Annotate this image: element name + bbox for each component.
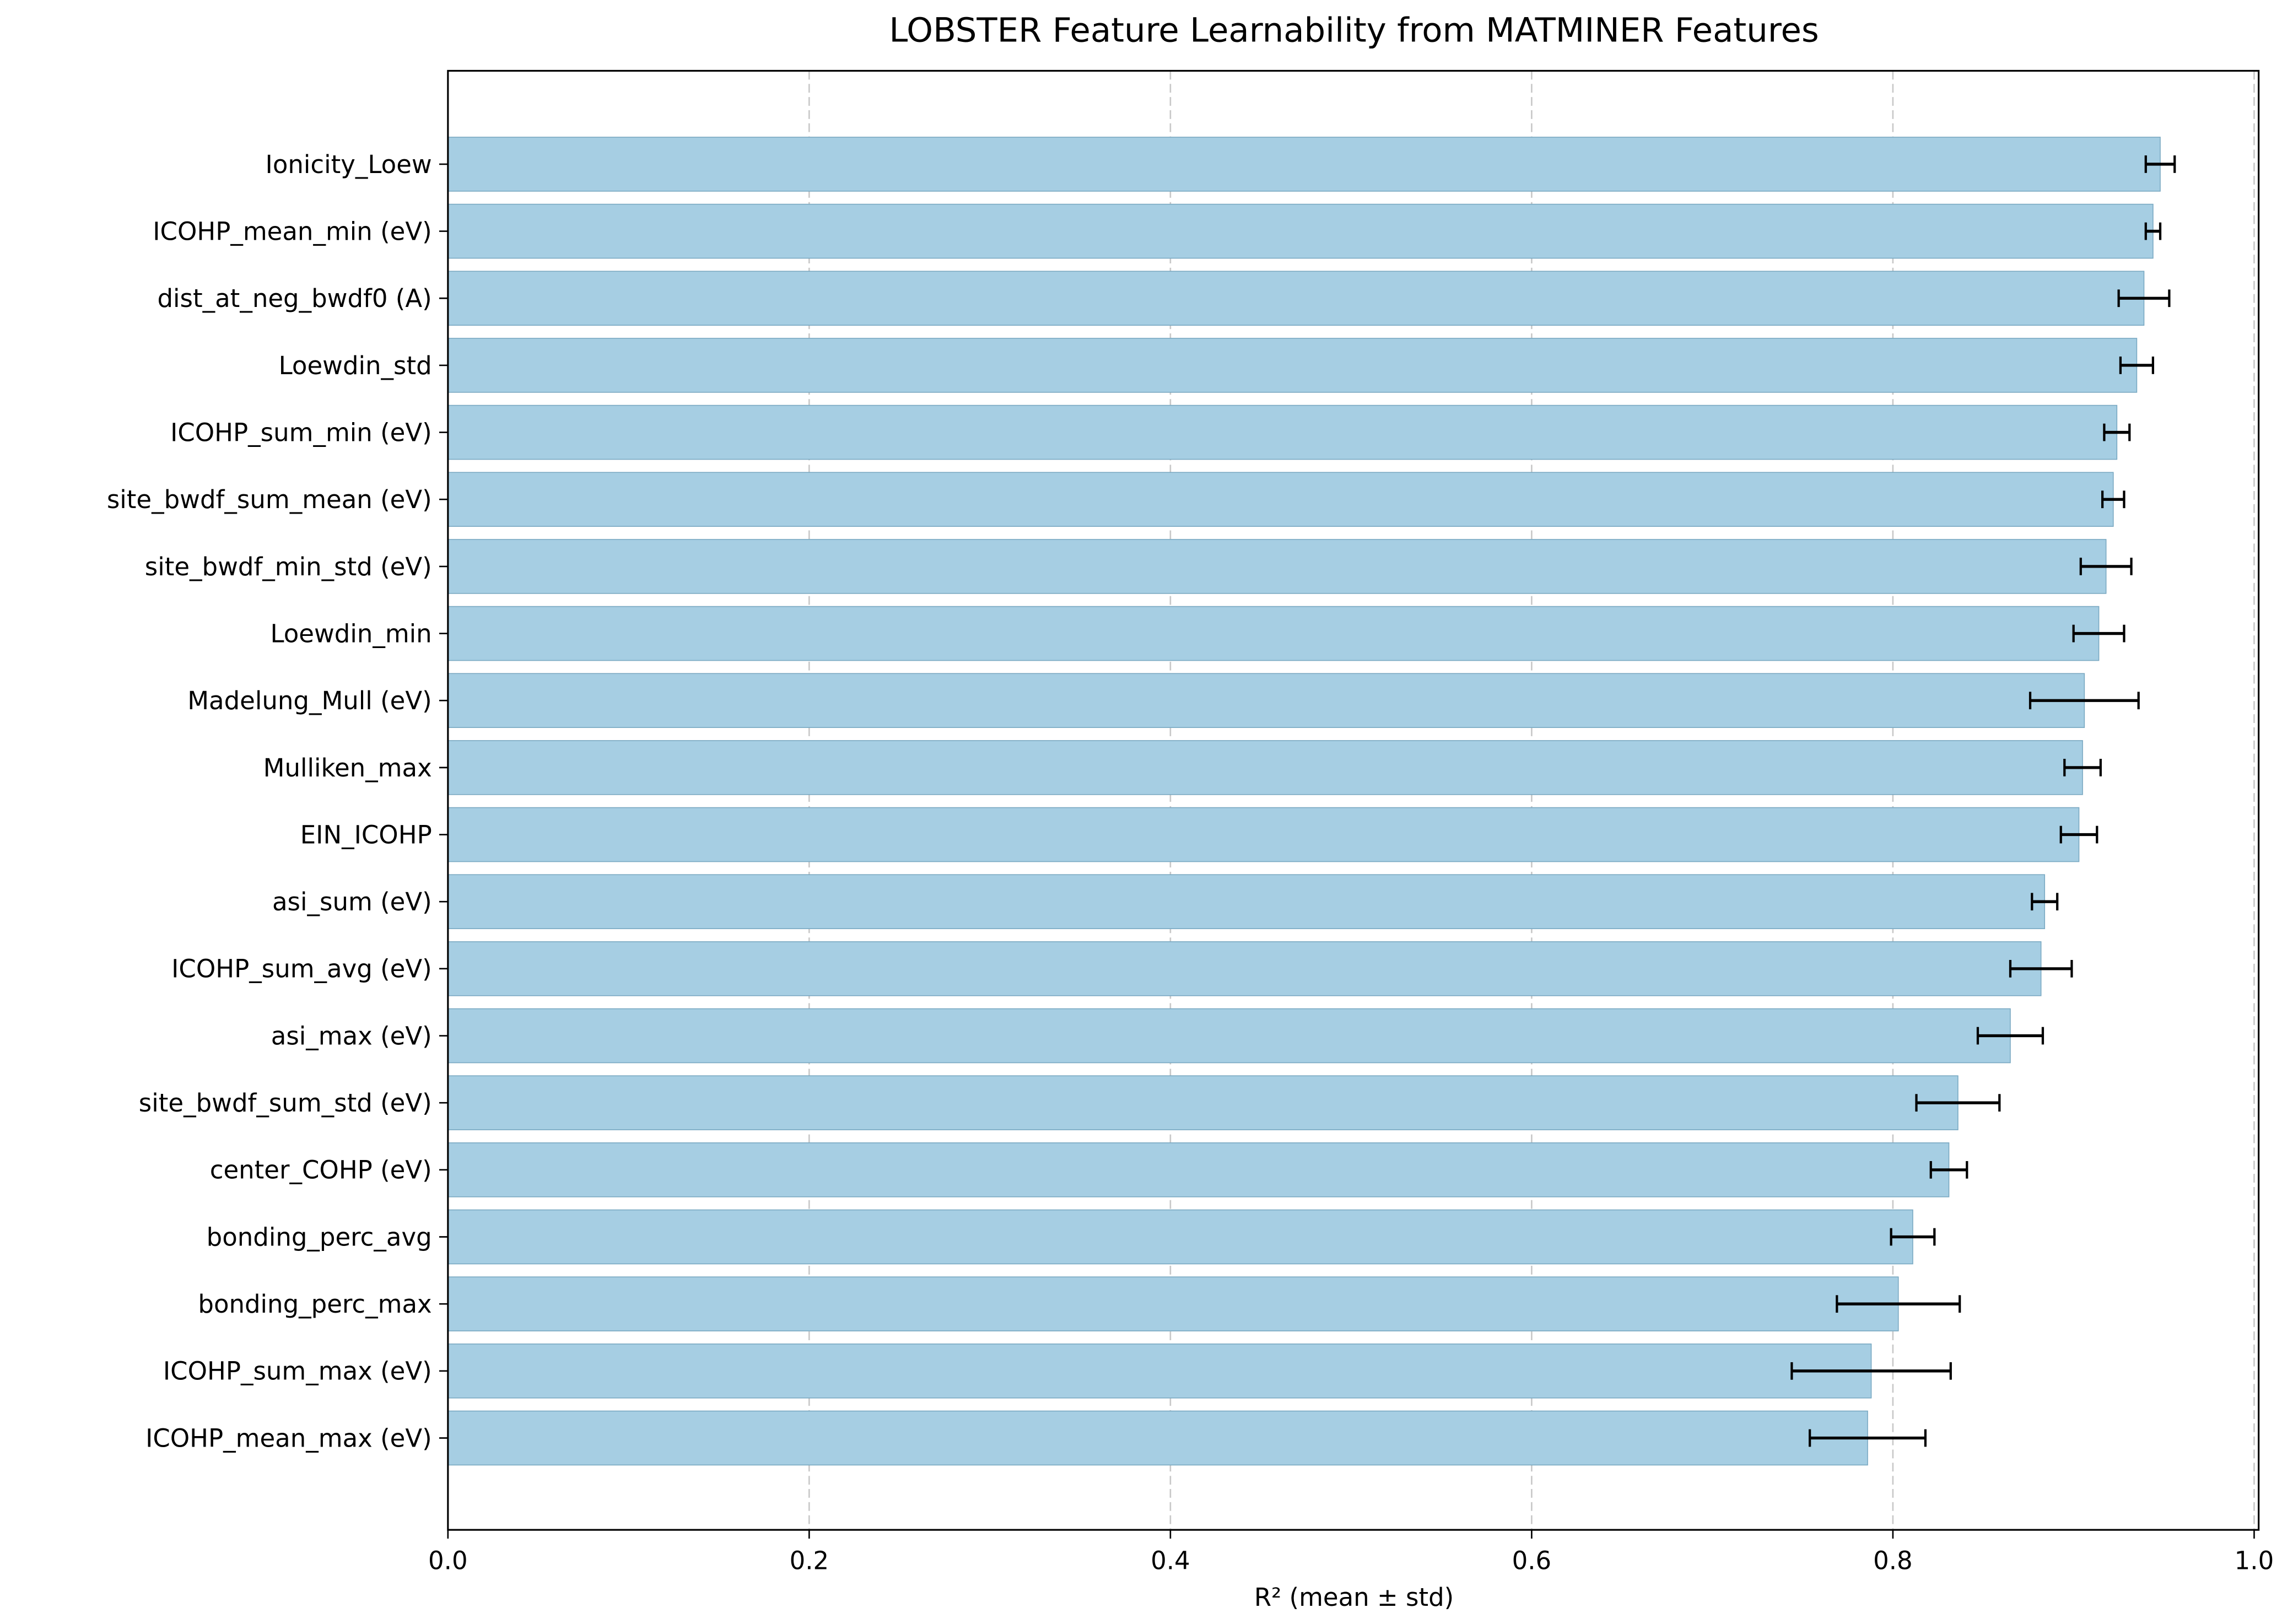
- y-tick-label: site_bwdf_sum_mean (eV): [107, 485, 432, 514]
- bar: [447, 673, 2085, 728]
- y-tick-label: Loewdin_min: [270, 619, 431, 648]
- y-tick-label: ICOHP_sum_min (eV): [170, 418, 432, 447]
- bar: [447, 203, 2154, 259]
- bar: [447, 1075, 1959, 1130]
- y-tick-label: asi_max (eV): [271, 1021, 432, 1050]
- bar: [447, 338, 2138, 393]
- bars: [447, 137, 2161, 1466]
- x-tick-label: 0.0: [428, 1546, 468, 1576]
- chart-title: LOBSTER Feature Learnability from MATMIN…: [889, 11, 1819, 50]
- bar: [447, 740, 2083, 795]
- bar: [447, 606, 2100, 661]
- bar: [447, 1142, 1950, 1197]
- x-tick-label: 1.0: [2235, 1546, 2274, 1576]
- x-tick-label: 0.2: [790, 1546, 829, 1576]
- y-tick-label: Loewdin_std: [279, 351, 432, 380]
- x-tick-label: 0.8: [1873, 1546, 1913, 1576]
- x-tick-label: 0.4: [1151, 1546, 1190, 1576]
- bar: [447, 1344, 1872, 1399]
- y-tick-label: site_bwdf_sum_std (eV): [139, 1088, 432, 1118]
- x-axis-label: R² (mean ± std): [1254, 1583, 1454, 1612]
- bar: [447, 404, 2118, 460]
- bar: [447, 1008, 2011, 1064]
- y-tick-label: Madelung_Mull (eV): [187, 686, 432, 715]
- y-tick-label: Ionicity_Loew: [266, 150, 432, 179]
- error-bars: [1790, 155, 2176, 1447]
- y-tick-label: ICOHP_mean_min (eV): [153, 217, 431, 246]
- bar: [447, 539, 2107, 594]
- y-tick-label: center_COHP (eV): [210, 1156, 432, 1185]
- y-tick-label: ICOHP_sum_avg (eV): [171, 954, 432, 984]
- y-axis-labels: Ionicity_Loew ICOHP_mean_min (eV) dist_at_…: [107, 150, 448, 1453]
- y-tick-label: site_bwdf_min_std (eV): [145, 552, 432, 581]
- bar: [447, 874, 2046, 929]
- x-tick-label: 0.6: [1512, 1546, 1552, 1576]
- bar: [447, 1209, 1913, 1265]
- bar: [447, 472, 2114, 527]
- bar: [447, 807, 2080, 862]
- y-tick-label: ICOHP_sum_max (eV): [163, 1357, 432, 1386]
- bar: [447, 137, 2161, 192]
- plot-frame: [447, 69, 2260, 1531]
- bar: [447, 1410, 1868, 1466]
- y-tick-label: bonding_perc_max: [198, 1290, 431, 1319]
- y-tick-label: EIN_ICOHP: [300, 820, 432, 849]
- y-tick-label: Mulliken_max: [263, 753, 432, 783]
- y-tick-label: asi_sum (eV): [272, 887, 432, 916]
- bar: [447, 1276, 1899, 1331]
- bar: [447, 941, 2042, 996]
- y-tick-label: bonding_perc_avg: [207, 1222, 432, 1251]
- y-tick-label: ICOHP_mean_max (eV): [145, 1423, 432, 1453]
- bar: [447, 271, 2145, 326]
- x-axis-ticks: 0.0 0.2 0.4 0.6 0.8 1.0: [428, 1530, 2274, 1576]
- y-tick-label: dist_at_neg_bwdf0 (A): [157, 284, 431, 313]
